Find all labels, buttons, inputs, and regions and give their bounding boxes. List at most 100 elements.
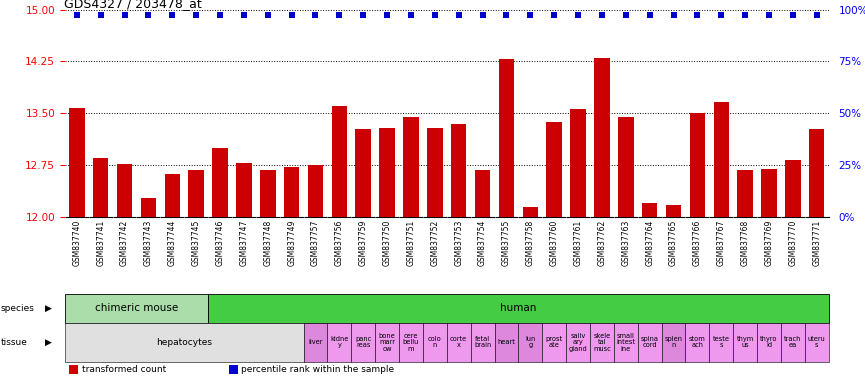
Point — [618, 12, 632, 18]
Bar — [781, 323, 804, 362]
Text: small
intest
ine: small intest ine — [616, 333, 635, 352]
Bar — [638, 323, 662, 362]
Point — [332, 12, 346, 18]
Bar — [566, 323, 590, 362]
Text: GSM837742: GSM837742 — [120, 219, 129, 265]
Text: GSM837757: GSM837757 — [311, 219, 320, 266]
Point — [667, 12, 681, 18]
Text: GSM837749: GSM837749 — [287, 219, 296, 266]
Text: GSM837768: GSM837768 — [740, 219, 750, 265]
Point — [118, 12, 131, 18]
Bar — [757, 323, 781, 362]
Text: thym
us: thym us — [736, 336, 753, 348]
Bar — [308, 165, 324, 384]
Text: prost
ate: prost ate — [546, 336, 563, 348]
Text: tissue: tissue — [1, 338, 28, 347]
Text: fetal
brain: fetal brain — [474, 336, 491, 348]
Text: colo
n: colo n — [428, 336, 442, 348]
Bar — [117, 164, 132, 384]
Bar — [427, 129, 443, 384]
Bar — [471, 323, 495, 362]
Bar — [614, 323, 638, 362]
Bar — [714, 102, 729, 384]
Bar — [809, 129, 824, 384]
Bar — [804, 323, 829, 362]
Point — [548, 12, 561, 18]
Bar — [570, 109, 586, 384]
Bar — [642, 203, 657, 384]
Text: GSM837751: GSM837751 — [407, 219, 415, 265]
Point — [571, 12, 585, 18]
Text: GSM837759: GSM837759 — [359, 219, 368, 266]
Bar — [403, 118, 419, 384]
Text: liver: liver — [308, 339, 323, 345]
Point — [452, 12, 465, 18]
Bar — [228, 365, 238, 374]
Point — [428, 12, 442, 18]
Text: GSM837763: GSM837763 — [621, 219, 631, 266]
Text: saliv
ary
gland: saliv ary gland — [568, 333, 587, 352]
Bar — [518, 323, 542, 362]
Text: splen
n: splen n — [664, 336, 682, 348]
Bar — [93, 158, 108, 384]
Text: GSM837747: GSM837747 — [240, 219, 248, 266]
Text: GSM837741: GSM837741 — [96, 219, 106, 265]
Text: GSM837740: GSM837740 — [73, 219, 81, 266]
Text: teste
s: teste s — [713, 336, 730, 348]
Bar — [236, 163, 252, 384]
Point — [93, 12, 107, 18]
Text: GSM837760: GSM837760 — [549, 219, 559, 266]
Text: GSM837770: GSM837770 — [788, 219, 798, 266]
Text: GSM837748: GSM837748 — [263, 219, 272, 265]
Point — [476, 12, 490, 18]
Text: GSM837754: GSM837754 — [478, 219, 487, 266]
Text: GSM837745: GSM837745 — [192, 219, 201, 266]
Text: GSM837766: GSM837766 — [693, 219, 702, 266]
Text: GSM837750: GSM837750 — [382, 219, 392, 266]
Bar — [141, 198, 157, 384]
Bar — [737, 170, 753, 384]
Text: GSM837769: GSM837769 — [765, 219, 773, 266]
Point — [690, 12, 704, 18]
Text: GSM837756: GSM837756 — [335, 219, 344, 266]
Bar — [328, 323, 351, 362]
Bar — [522, 207, 538, 384]
Point — [714, 12, 728, 18]
Bar — [734, 323, 757, 362]
Point — [309, 12, 323, 18]
Text: GSM837761: GSM837761 — [573, 219, 582, 265]
Text: corte
x: corte x — [450, 336, 467, 348]
Bar — [356, 129, 371, 384]
Text: GSM837762: GSM837762 — [598, 219, 606, 265]
Bar — [709, 323, 734, 362]
Point — [356, 12, 370, 18]
Point — [810, 12, 823, 18]
Text: GSM837753: GSM837753 — [454, 219, 463, 266]
Text: GSM837767: GSM837767 — [717, 219, 726, 266]
Text: GSM837746: GSM837746 — [215, 219, 225, 266]
Text: GSM837743: GSM837743 — [144, 219, 153, 266]
Point — [261, 12, 275, 18]
Bar — [590, 323, 614, 362]
Point — [237, 12, 251, 18]
Text: stom
ach: stom ach — [689, 336, 706, 348]
Bar — [542, 323, 566, 362]
Point — [762, 12, 776, 18]
Text: lun
g: lun g — [525, 336, 535, 348]
Text: GSM837765: GSM837765 — [669, 219, 678, 266]
Text: GSM837752: GSM837752 — [431, 219, 439, 265]
Text: GSM837771: GSM837771 — [812, 219, 821, 265]
Text: percentile rank within the sample: percentile rank within the sample — [241, 365, 394, 374]
Bar — [380, 129, 394, 384]
Text: skele
tal
musc: skele tal musc — [593, 333, 611, 352]
Bar — [547, 122, 562, 384]
Point — [142, 12, 156, 18]
Point — [70, 12, 84, 18]
Text: cere
bellu
m: cere bellu m — [403, 333, 420, 352]
Bar — [685, 323, 709, 362]
Point — [523, 12, 537, 18]
Bar — [331, 106, 347, 384]
Bar — [499, 60, 514, 384]
Text: trach
ea: trach ea — [785, 336, 802, 348]
Text: GSM837744: GSM837744 — [168, 219, 176, 266]
